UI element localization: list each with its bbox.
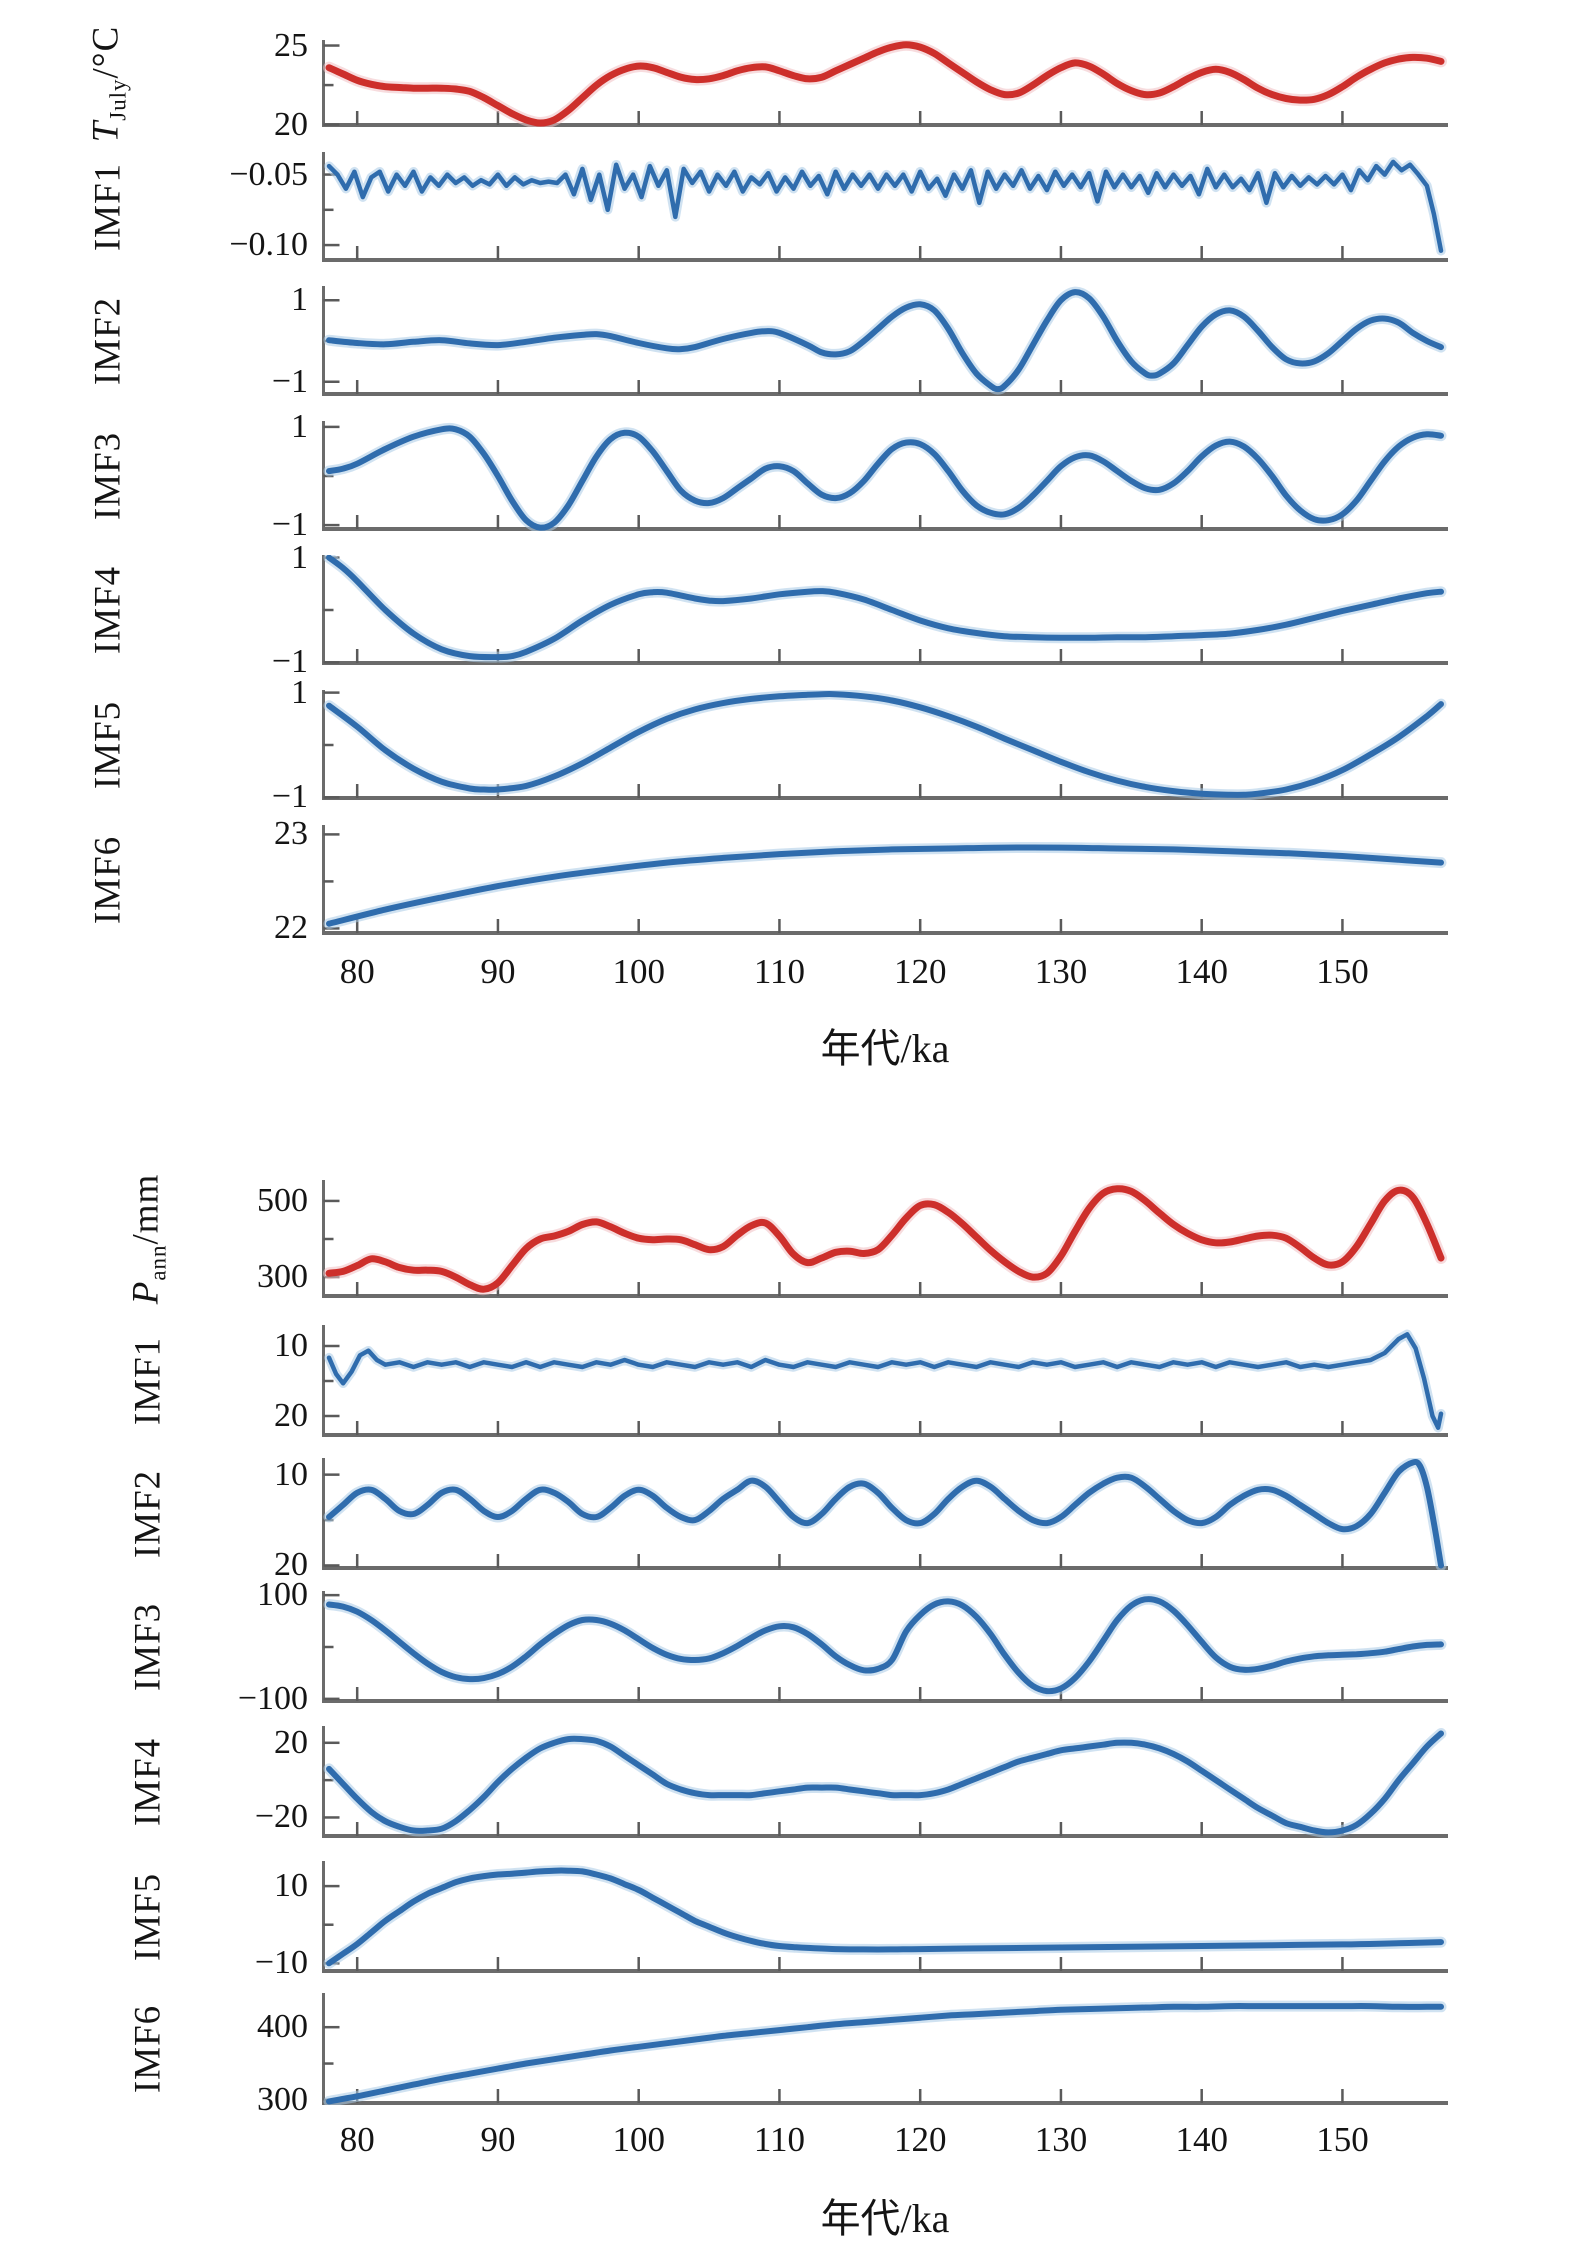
panel-plot-temperature-imf1 <box>322 152 1448 262</box>
y-tick-label-temperature-1: 1 <box>291 407 308 445</box>
y-tick-label-precipitation-100: −100 <box>237 1679 308 1717</box>
x-tick-label-precipitation-110: 110 <box>753 2120 806 2159</box>
y-tick-label-temperature-1: −1 <box>271 778 308 816</box>
y-tick-label-temperature-22: 22 <box>274 909 308 947</box>
x-tick-label-precipitation-140: 140 <box>1175 2120 1228 2159</box>
y-tick-label-precipitation-20: 20 <box>274 1723 308 1761</box>
y-tick-label-temperature-1: −1 <box>271 506 308 544</box>
series-line-temperature-imf6 <box>326 844 1444 927</box>
x-tick-label-precipitation-120: 120 <box>893 2120 947 2159</box>
series-halo <box>324 1329 1446 1433</box>
y-tick-label-temperature-1: 1 <box>291 281 308 319</box>
x-tick-label-temperature-110: 110 <box>753 952 806 991</box>
x-tick-label-temperature-150: 150 <box>1316 952 1369 991</box>
series-line-precipitation-imf6 <box>326 2003 1444 2105</box>
x-tick-label-precipitation-100: 100 <box>612 2120 665 2159</box>
y-tick-label-temperature-1: 1 <box>291 538 308 576</box>
panel-plot-temperature-imf3 <box>322 421 1448 531</box>
series-line-precipitation-imf1 <box>326 1332 1444 1430</box>
panel-plot-precipitation-imf5 <box>322 1861 1448 1973</box>
y-tick-label-precipitation-20: −20 <box>254 1798 308 1836</box>
x-tick-label-temperature-80: 80 <box>339 952 375 991</box>
panel-plot-precipitation-signal <box>322 1180 1448 1298</box>
y-tick-label-precipitation-10: 10 <box>274 1867 308 1905</box>
y-tick-label-precipitation-500: 500 <box>257 1181 308 1219</box>
x-axis-title-precipitation: 年代/ka <box>820 2196 950 2241</box>
panel-plot-precipitation-imf6 <box>322 1993 1448 2105</box>
series-line-temperature-imf2 <box>326 289 1444 393</box>
x-tick-label-temperature-120: 120 <box>893 952 947 991</box>
series-line-precipitation-signal <box>325 1185 1445 1293</box>
y-tick-label-temperature-1: 1 <box>291 673 308 711</box>
x-tick-label-precipitation-130: 130 <box>1034 2120 1088 2159</box>
series-line-temperature-imf4 <box>326 555 1444 661</box>
series-halo <box>323 690 1447 800</box>
series-line-temperature-imf3 <box>326 425 1444 531</box>
panel-plot-temperature-signal <box>322 40 1448 127</box>
series-line-temperature-imf1 <box>326 159 1444 253</box>
x-tick-label-temperature-140: 140 <box>1175 952 1228 991</box>
panel-plot-precipitation-imf3 <box>322 1591 1448 1703</box>
y-tick-label-temperature-005: −0.05 <box>229 155 308 193</box>
y-tick-label-precipitation-10: 10 <box>274 1455 308 1493</box>
y-tick-label-temperature-1: −1 <box>271 643 308 681</box>
y-tick-label-precipitation-100: 100 <box>257 1576 308 1614</box>
series-line-temperature-signal <box>325 41 1445 127</box>
panel-plot-precipitation-imf2 <box>322 1458 1448 1570</box>
y-tick-label-precipitation-10: −10 <box>254 1944 308 1982</box>
x-tick-label-precipitation-80: 80 <box>339 2120 375 2159</box>
series-halo <box>323 286 1447 395</box>
series-line-temperature-imf5 <box>326 690 1444 798</box>
y-tick-label-temperature-23: 23 <box>274 815 308 853</box>
y-tick-label-temperature-25: 25 <box>274 26 308 64</box>
panel-plot-temperature-imf2 <box>322 286 1448 396</box>
panel-plot-temperature-imf6 <box>322 825 1448 935</box>
series-line-precipitation-imf5 <box>326 1867 1444 1967</box>
x-tick-label-temperature-90: 90 <box>480 952 516 991</box>
y-tick-label-precipitation-20: 20 <box>274 1546 308 1584</box>
x-tick-label-temperature-130: 130 <box>1034 952 1088 991</box>
x-tick-label-precipitation-150: 150 <box>1316 2120 1369 2159</box>
x-tick-label-temperature-100: 100 <box>612 952 665 991</box>
panel-plot-precipitation-imf1 <box>322 1325 1448 1437</box>
panel-plot-precipitation-imf4 <box>322 1726 1448 1838</box>
y-tick-label-precipitation-300: 300 <box>257 1258 308 1296</box>
y-tick-label-precipitation-300: 300 <box>257 2080 308 2118</box>
panel-plot-temperature-imf5 <box>322 690 1448 800</box>
y-tick-label-temperature-010: −0.10 <box>229 226 308 264</box>
series-line-precipitation-imf3 <box>326 1596 1444 1695</box>
y-tick-label-precipitation-10: 10 <box>274 1327 308 1364</box>
x-axis-title-temperature: 年代/ka <box>820 1026 950 1071</box>
x-tick-label-precipitation-90: 90 <box>480 2120 516 2159</box>
y-tick-label-temperature-1: −1 <box>271 362 308 400</box>
series-line-precipitation-imf2 <box>326 1458 1444 1569</box>
series-halo <box>323 40 1447 127</box>
y-tick-label-precipitation-400: 400 <box>257 2008 308 2046</box>
panel-plot-temperature-imf4 <box>322 555 1448 665</box>
y-tick-label-precipitation-20: 20 <box>274 1397 308 1434</box>
y-tick-label-temperature-20: 20 <box>274 105 308 143</box>
series-line-precipitation-imf4 <box>326 1730 1444 1836</box>
